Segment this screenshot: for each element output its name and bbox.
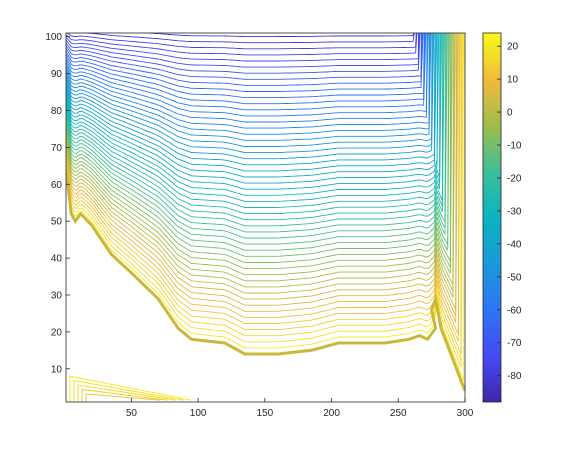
contour-line xyxy=(71,33,415,44)
contour-line xyxy=(66,33,445,227)
contour-line xyxy=(66,33,438,178)
corner-contour-line xyxy=(85,393,160,402)
x-tick-label: 200 xyxy=(323,408,340,419)
contour-line xyxy=(66,33,442,202)
contour-line xyxy=(66,33,430,129)
x-tick-label: 300 xyxy=(457,408,474,419)
contour-line xyxy=(66,33,458,317)
colorbar-tick-label: -80 xyxy=(507,371,522,382)
contour-line xyxy=(66,33,441,196)
contour-line xyxy=(66,33,422,80)
contour-line xyxy=(66,33,447,233)
contour-line xyxy=(66,33,456,298)
colorbar-tick-label: 10 xyxy=(507,75,519,86)
x-tick-label: 250 xyxy=(390,408,407,419)
contour-line xyxy=(66,33,419,62)
colorbar-tick-label: 0 xyxy=(507,108,513,119)
y-tick-label: 90 xyxy=(51,69,63,80)
contour-line xyxy=(66,24,414,31)
plot-frame xyxy=(65,32,466,403)
contour-line xyxy=(139,33,414,38)
colorbar-ticks: 20 10 0 -10 -20 -30 -40 -50 -60 -70 -80 xyxy=(497,42,522,382)
colorbar-tick-label: 20 xyxy=(507,42,519,53)
colorbar-tick-label: -50 xyxy=(507,272,522,283)
y-tick-label: 20 xyxy=(51,327,63,338)
contour-line xyxy=(66,33,463,361)
contour-line xyxy=(66,33,454,286)
contour-line xyxy=(66,33,427,111)
y-tick-label: 50 xyxy=(51,217,63,228)
contour-line xyxy=(66,33,455,292)
contour-line xyxy=(66,33,444,215)
contour-line xyxy=(66,33,426,105)
y-tick-label: 10 xyxy=(51,364,63,375)
contour-line xyxy=(66,33,447,239)
contour-line xyxy=(66,33,418,56)
x-tick-label: 100 xyxy=(190,408,207,419)
y-tick-label: 100 xyxy=(45,32,62,43)
contour-line xyxy=(66,33,453,276)
x-tick-label: 150 xyxy=(256,408,273,419)
contour-line xyxy=(66,33,464,368)
contour-line xyxy=(66,33,435,160)
contour-line xyxy=(66,33,459,323)
contour-line xyxy=(66,33,444,221)
y-tick-label: 60 xyxy=(51,180,63,191)
contour-line xyxy=(66,33,443,208)
contour-line xyxy=(66,33,425,99)
y-tick-label: 70 xyxy=(51,143,63,154)
colorbar-tick-label: -10 xyxy=(507,141,522,152)
contour-line xyxy=(66,33,451,263)
contour-lines xyxy=(66,21,465,381)
axis-ticks: 50 100 150 200 250 300 10 20 30 40 50 60 70 80 90 100 xyxy=(45,32,473,419)
contour-line xyxy=(66,33,440,190)
colorbar-tick-label: -60 xyxy=(507,305,522,316)
contour-line xyxy=(66,33,434,154)
colorbar-tick-label: -20 xyxy=(507,173,522,184)
contour-line xyxy=(66,33,449,251)
contour-line xyxy=(66,33,424,92)
contour-line xyxy=(66,33,448,245)
contour-line xyxy=(66,33,437,172)
boundary-contour xyxy=(66,169,465,392)
contour-line xyxy=(66,33,433,147)
contour-line xyxy=(66,33,460,335)
corner-contour-line xyxy=(81,388,168,402)
contour-line xyxy=(66,33,431,135)
contour-line xyxy=(66,33,421,74)
contour-line xyxy=(66,33,465,381)
corner-contours xyxy=(69,375,192,402)
contour-line xyxy=(66,33,417,50)
colorbar-tick-label: -30 xyxy=(507,206,522,217)
corner-contour-line xyxy=(77,384,176,402)
contour-line xyxy=(66,33,432,141)
contour-line xyxy=(66,33,439,184)
contour-line xyxy=(66,33,436,166)
colorbar xyxy=(482,32,502,403)
contour-line xyxy=(66,33,420,68)
contour-line xyxy=(66,33,450,257)
contour-line xyxy=(66,33,462,355)
contour-line xyxy=(66,33,461,342)
contour-line xyxy=(66,33,428,117)
corner-contour-line xyxy=(73,380,184,402)
corner-contour-line xyxy=(69,375,192,402)
contour-line xyxy=(66,33,457,310)
y-tick-label: 80 xyxy=(51,106,63,117)
colorbar-tick-label: -70 xyxy=(507,338,522,349)
y-tick-label: 30 xyxy=(51,290,63,301)
contour-line xyxy=(66,33,452,270)
colorbar-tick-label: -40 xyxy=(507,239,522,250)
contour-line xyxy=(66,21,413,26)
contour-line xyxy=(66,33,423,86)
y-tick-label: 40 xyxy=(51,254,63,265)
contour-line xyxy=(66,33,429,123)
x-tick-label: 50 xyxy=(126,408,138,419)
